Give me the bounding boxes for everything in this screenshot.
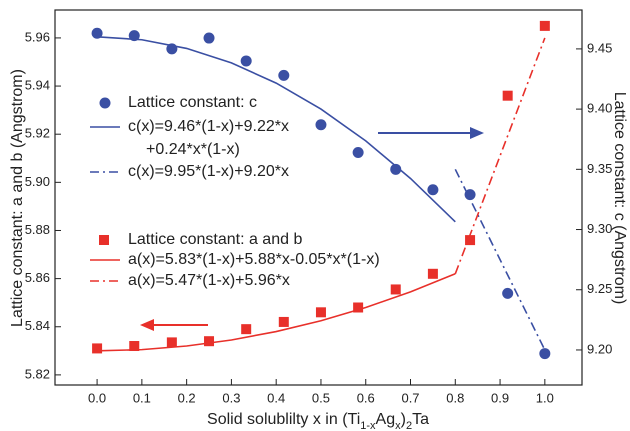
point (315, 307, 326, 318)
x-tick-label: 0.6 (357, 390, 375, 405)
legend-label: c(x)=9.46*(1-x)+9.22*x (128, 118, 289, 135)
x-tick-label: 0.8 (446, 390, 464, 405)
point (240, 55, 252, 67)
point (129, 341, 140, 352)
point (166, 337, 177, 348)
point (427, 268, 438, 279)
point (278, 69, 290, 81)
point (353, 302, 364, 313)
x-label-part: x (395, 420, 401, 431)
point (352, 146, 364, 158)
point (465, 235, 476, 246)
x-tick-label: 0.4 (267, 390, 285, 405)
x-tick-label: 0.5 (312, 390, 330, 405)
legend-label: a(x)=5.83*(1-x)+5.88*x-0.05*x*(1-x) (128, 251, 380, 268)
x-label-part: Solid solublilty x in (Ti (207, 411, 360, 428)
legend-label: a(x)=5.47*(1-x)+5.96*x (128, 272, 290, 289)
y2-tick-label: 9.20 (587, 341, 612, 356)
x-label-part: Ag (376, 411, 396, 428)
x-axis-label: Solid solublilty x in (Ti1-xAgx)2Ta (207, 411, 429, 431)
point (390, 163, 402, 175)
fit-line (454, 37, 546, 275)
y-axis-label: Lattice constant: a and b (Angstrom) (9, 69, 26, 327)
fit-line (454, 168, 546, 351)
x-tick-label: 0.9 (491, 390, 509, 405)
arrow-head (140, 319, 154, 331)
arrows (140, 127, 484, 331)
point (91, 27, 103, 39)
point (502, 90, 513, 101)
y2-tick-label: 9.45 (587, 40, 612, 55)
legend-label: Lattice constant: a and b (128, 231, 302, 248)
point (92, 343, 103, 354)
x-label-part: 1-x (360, 420, 376, 431)
x-tick-label: 0.0 (88, 390, 106, 405)
legend-marker (99, 235, 109, 245)
y2-tick-label: 9.25 (587, 281, 612, 296)
point (390, 284, 401, 295)
point (427, 184, 439, 196)
y2-axis-label: Lattice constant: c (Angstrom) (611, 92, 628, 305)
y2-tick-label: 9.35 (587, 161, 612, 176)
legend-label: c(x)=9.95*(1-x)+9.20*x (128, 163, 289, 180)
point (204, 336, 215, 347)
legend-label: Lattice constant: c (128, 94, 257, 111)
x-label-part: ) (401, 411, 406, 428)
arrow-head (470, 127, 484, 139)
x-tick-label: 1.0 (536, 390, 554, 405)
plot-frame (54, 9, 583, 386)
point (278, 316, 289, 327)
y-tick-label: 5.94 (25, 77, 50, 92)
y-tick-label: 5.82 (25, 366, 50, 381)
x-label-part: Ta (412, 411, 429, 428)
point (241, 324, 252, 335)
x-tick-label: 0.1 (133, 390, 151, 405)
legend-marker (99, 97, 111, 109)
y-tick-label: 5.86 (25, 270, 50, 285)
y2-tick-label: 9.30 (587, 221, 612, 236)
point (539, 20, 550, 31)
x-tick-label: 0.2 (178, 390, 196, 405)
point (539, 348, 551, 360)
point (502, 287, 514, 299)
x-label-part: 2 (406, 420, 412, 431)
y-tick-label: 5.84 (25, 318, 50, 333)
legend-label: +0.24*x*(1-x) (146, 141, 240, 158)
point (315, 119, 327, 131)
y-tick-label: 5.92 (25, 126, 50, 141)
y-tick-label: 5.96 (25, 29, 50, 44)
y-tick-label: 5.88 (25, 222, 50, 237)
fit-line (97, 36, 456, 223)
fit-line (97, 273, 456, 352)
y2-tick-label: 9.40 (587, 101, 612, 116)
point (203, 32, 215, 44)
x-tick-label: 0.3 (222, 390, 240, 405)
y-tick-label: 5.90 (25, 174, 50, 189)
x-tick-label: 0.7 (401, 390, 419, 405)
